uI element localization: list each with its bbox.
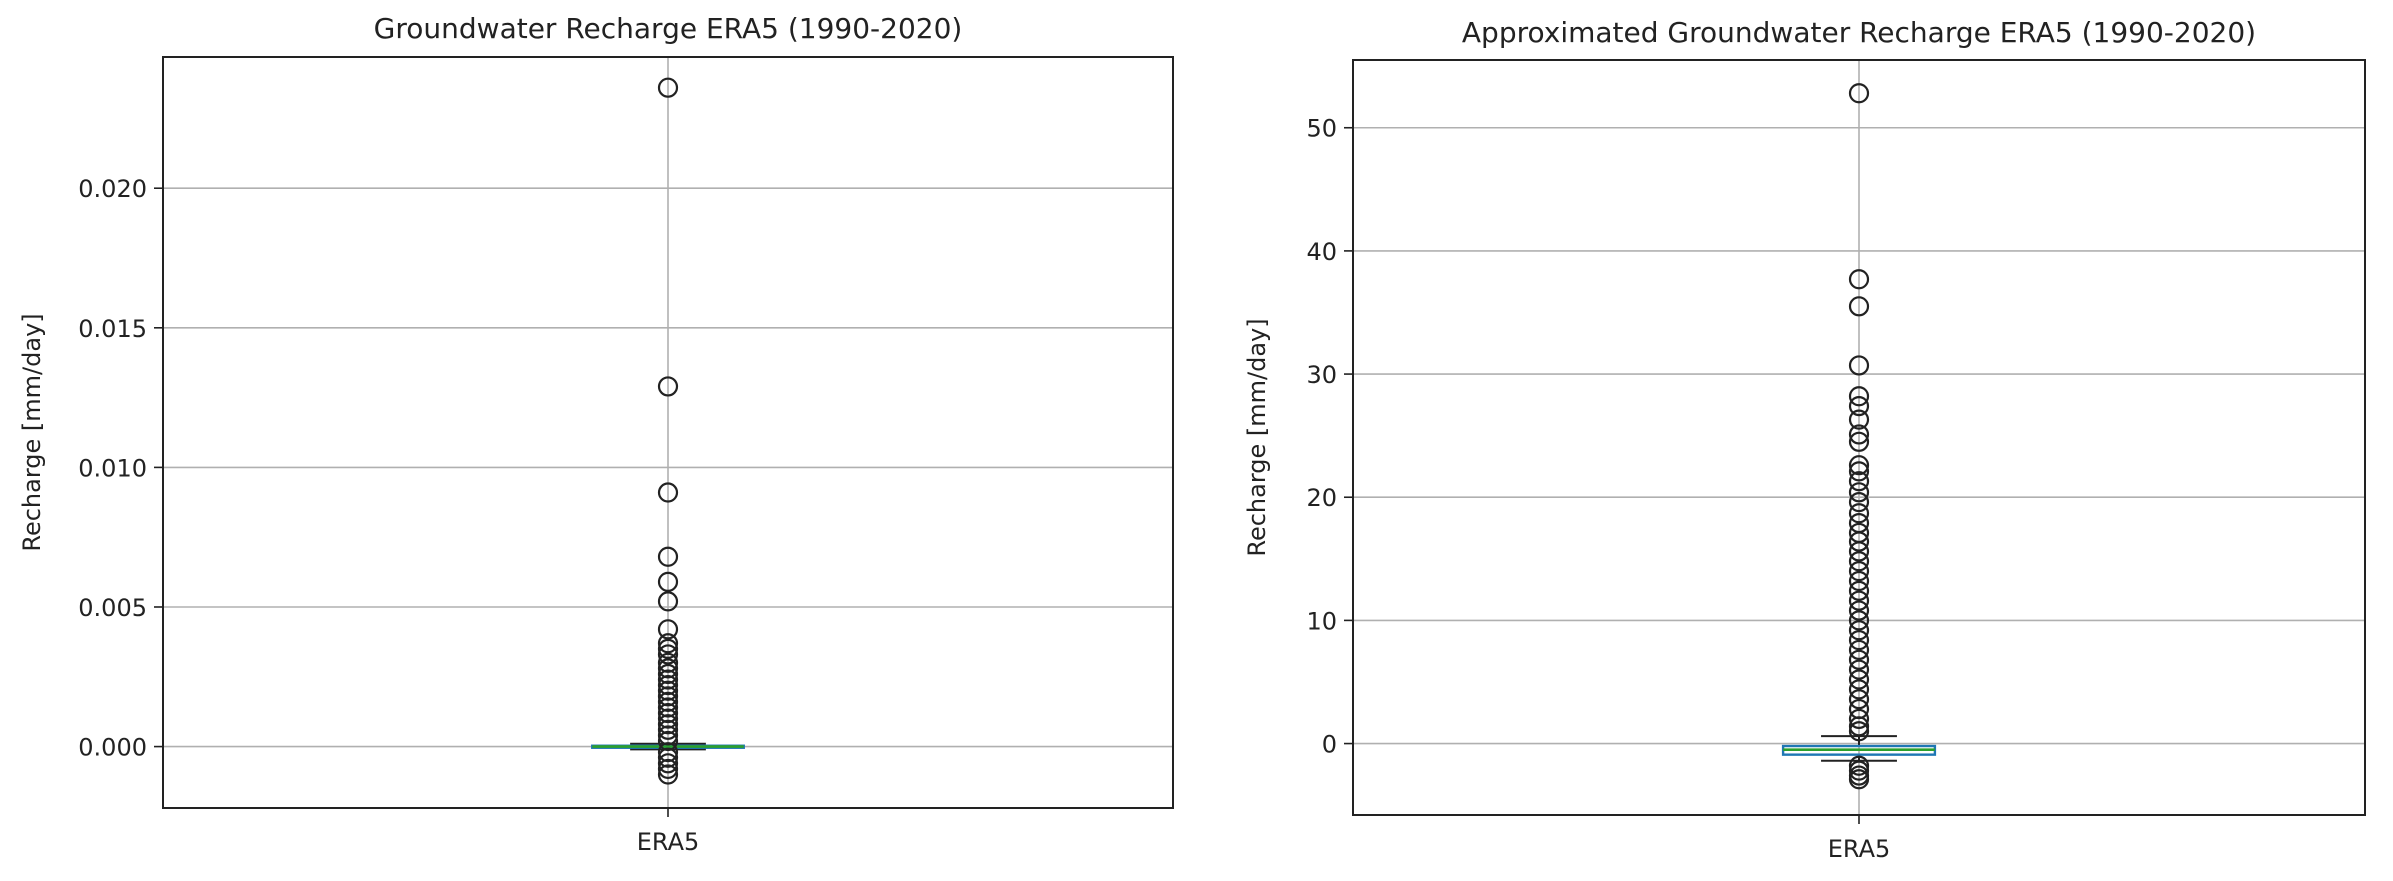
y-tick-label: 0.020 [78,175,147,203]
outlier-point [1848,570,1870,592]
x-tick-label: ERA5 [1828,835,1891,863]
outlier-point [657,730,679,752]
outlier-point [1848,386,1870,407]
outlier-point [657,691,679,713]
outlier-point [657,644,679,665]
outlier-point [657,663,679,685]
y-axis-label: Recharge [mm/day] [1243,318,1271,556]
outlier-point [1848,409,1870,430]
outlier-point [657,697,679,718]
outlier-point [657,376,679,397]
outlier-point [657,686,679,707]
outlier-point [1848,721,1870,742]
outlier-point [1848,482,1870,503]
outlier-point [1848,296,1870,317]
outlier-point [657,753,679,774]
outlier-point [1848,708,1870,730]
outlier-point [1848,83,1870,104]
outlier-point [1848,600,1870,621]
outlier-point [1848,424,1870,445]
outlier-point [1848,610,1870,631]
y-tick-label: 40 [1306,238,1337,266]
outlier-point [657,619,679,640]
outlier-point [657,658,679,679]
outlier-point [657,680,679,701]
outlier-point [1848,355,1870,376]
chart-approximated-groundwater-recharge: 0 10 20 30 40 50 ERA5 Approximated Groundwater … [1243,16,2366,863]
outlier-point [1848,669,1870,690]
outlier-point [1848,620,1870,641]
outlier-point [1848,461,1870,482]
outlier-point [1848,630,1870,651]
outlier-point [1848,580,1870,601]
outlier-point [1848,431,1870,452]
y-tick-label: 0.005 [78,594,147,622]
outlier-point [1848,269,1870,290]
y-tick-label: 0.000 [78,734,147,762]
outlier-point [657,714,679,735]
outlier-point [1848,689,1870,710]
y-tick-label: 30 [1306,361,1337,389]
y-tick-label: 10 [1306,607,1337,635]
outlier-point [657,77,679,98]
outlier-point [657,747,679,768]
x-tick-label: ERA5 [637,828,700,856]
chart-title: Groundwater Recharge ERA5 (1990-2020) [374,12,963,45]
outlier-point [657,652,679,673]
outlier-point [1848,659,1870,680]
outlier-point [1848,760,1870,781]
y-axis-label: Recharge [mm/day] [18,313,46,551]
outlier-point [657,638,679,659]
outlier-point [657,758,679,780]
outlier-point [657,571,679,592]
y-tick-label: 50 [1306,115,1337,143]
outlier-point [1848,590,1870,611]
outlier-point [657,482,679,503]
outlier-point [1848,561,1870,582]
outlier-point [1848,551,1870,572]
y-tick-label: 0 [1322,731,1337,759]
outlier-point [657,591,679,612]
y-tick-label: 20 [1306,484,1337,512]
outlier-point [1848,679,1870,700]
outlier-point [657,633,679,654]
plot-frame [162,56,1174,809]
outlier-point [657,725,679,746]
y-tick-label: 0.010 [78,454,147,482]
outlier-point [1848,503,1870,524]
chart-title: Approximated Groundwater Recharge ERA5 (… [1462,16,2256,49]
outlier-point [1848,716,1870,737]
outlier-point [1848,455,1870,476]
outlier-point [1848,541,1870,562]
outlier-point [657,742,679,763]
outlier-point [1848,531,1870,552]
outlier-point [1848,471,1870,492]
outlier-point [657,669,679,690]
outlier-point [1848,492,1870,513]
outlier-point [657,708,679,729]
outlier-point [657,675,679,696]
outlier-point [1848,649,1870,670]
outlier-point [1848,769,1870,790]
outlier-point [657,764,679,785]
outlier-point [1848,755,1870,776]
outlier-point [657,702,679,724]
chart-groundwater-recharge: 0.000 0.005 0.010 0.015 0.020 ERA5 Groundwater… [18,12,1174,856]
outlier-point [657,546,679,567]
plot-frame [1352,59,2366,816]
y-tick-label: 0.015 [78,315,147,343]
outlier-point [1848,395,1870,417]
outlier-point [1848,639,1870,661]
outlier-point [657,719,679,740]
